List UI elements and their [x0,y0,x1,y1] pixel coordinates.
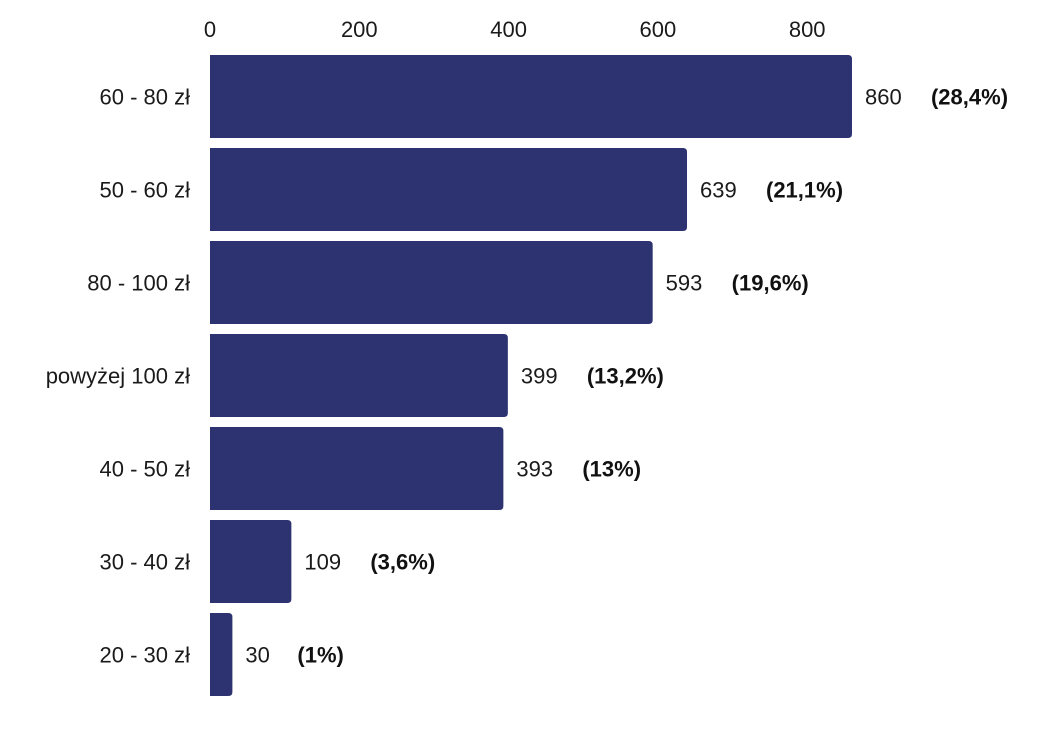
percent-labels: (28,4%) (21,1%) (19,6%) (13,2%) (13%) (3,6%) (… [297,85,1008,668]
percent-label: (1%) [297,643,343,668]
percent-label: (3,6%) [370,550,435,575]
category-labels: 60 - 80 zł 50 - 60 zł 80 - 100 zł powyżej 1… [46,85,190,668]
bar [210,241,653,324]
value-label: 639 [700,178,737,203]
bar [210,520,292,603]
bar [210,148,688,231]
bars-group [210,55,852,696]
bar [210,55,852,138]
x-axis-ticks: 0 200 400 600 800 [204,17,826,42]
category-label: 40 - 50 zł [100,457,191,482]
value-label: 860 [865,85,902,110]
category-label: powyżej 100 zł [46,364,190,389]
category-label: 20 - 30 zł [100,643,191,668]
x-tick-label: 0 [204,17,216,42]
x-tick-label: 200 [341,17,378,42]
bar [210,613,233,696]
value-labels: 860 639 593 399 393 109 30 [245,85,901,668]
x-tick-label: 600 [640,17,677,42]
percent-label: (19,6%) [732,271,809,296]
x-tick-label: 400 [490,17,527,42]
percent-label: (21,1%) [766,178,843,203]
value-label: 109 [304,550,341,575]
bar [210,334,508,417]
x-tick-label: 800 [789,17,826,42]
value-label: 593 [666,271,703,296]
category-label: 50 - 60 zł [100,178,191,203]
category-label: 80 - 100 zł [87,271,190,296]
bar [210,427,504,510]
percent-label: (28,4%) [931,85,1008,110]
value-label: 30 [245,643,269,668]
category-label: 60 - 80 zł [100,85,191,110]
category-label: 30 - 40 zł [100,550,191,575]
value-label: 393 [516,457,553,482]
percent-label: (13%) [582,457,641,482]
percent-label: (13,2%) [587,364,664,389]
value-label: 399 [521,364,558,389]
